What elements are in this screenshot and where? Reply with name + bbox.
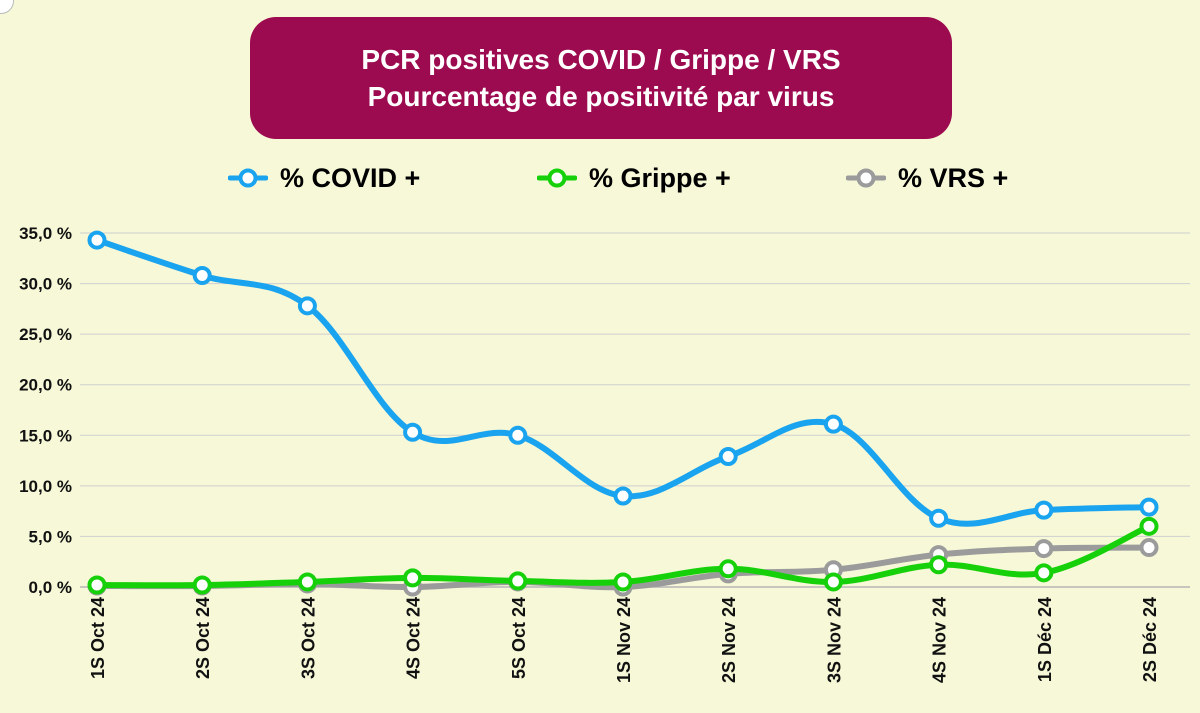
x-tick-label: 4S Nov 24 [930, 597, 950, 683]
y-tick-label: 10,0 % [19, 477, 72, 496]
y-tick-label: 35,0 % [19, 224, 72, 243]
y-tick-label: 30,0 % [19, 275, 72, 294]
data-point-grippe [823, 572, 843, 592]
x-tick-label: 5S Oct 24 [509, 597, 529, 679]
data-point-grippe [87, 575, 107, 595]
data-point-grippe [929, 555, 949, 575]
data-point-covid [613, 486, 633, 506]
data-point-covid [192, 265, 212, 285]
legend-label-vrs: % VRS + [898, 162, 1009, 193]
x-tick-label: 3S Nov 24 [824, 597, 844, 683]
chart-title-line2: Pourcentage de positivité par virus [367, 81, 835, 112]
data-point-covid [929, 508, 949, 528]
data-point-covid [1034, 500, 1054, 520]
data-point-grippe [1139, 516, 1159, 536]
y-tick-label: 5,0 % [29, 527, 72, 546]
chart-legend: % COVID + % Grippe + % VRS + [0, 158, 1200, 198]
data-point-covid [508, 425, 528, 445]
data-point-vrs [1139, 538, 1159, 558]
y-tick-label: 15,0 % [19, 426, 72, 445]
data-point-grippe [613, 572, 633, 592]
legend-item-grippe: % Grippe + [537, 158, 731, 198]
legend-item-vrs: % VRS + [846, 158, 1008, 198]
data-point-covid [87, 230, 107, 250]
x-tick-label: 1S Oct 24 [88, 597, 108, 679]
legend-item-covid: % COVID + [228, 158, 420, 198]
data-point-grippe [403, 568, 423, 588]
y-tick-label: 25,0 % [19, 325, 72, 344]
data-point-vrs [1034, 539, 1054, 559]
x-tick-label: 3S Oct 24 [298, 597, 318, 679]
x-tick-label: 1S Déc 24 [1035, 597, 1055, 682]
data-point-grippe [1034, 563, 1054, 583]
data-point-covid [718, 447, 738, 467]
y-tick-label: 20,0 % [19, 376, 72, 395]
legend-label-covid: % COVID + [280, 162, 421, 193]
data-point-covid [297, 296, 317, 316]
legend-label-grippe: % Grippe + [589, 162, 731, 193]
chart-title-box: PCR positives COVID / Grippe / VRS Pourc… [250, 17, 952, 139]
data-point-grippe [297, 572, 317, 592]
data-point-covid [1139, 497, 1159, 517]
x-tick-label: 2S Déc 24 [1140, 597, 1160, 682]
x-tick-label: 4S Oct 24 [404, 597, 424, 679]
x-tick-label: 2S Nov 24 [719, 597, 739, 683]
x-tick-label: 2S Oct 24 [193, 597, 213, 679]
data-point-covid [823, 414, 843, 434]
data-point-grippe [718, 559, 738, 579]
legend-dot-grippe [547, 168, 567, 188]
legend-dot-vrs [856, 168, 876, 188]
data-point-covid [403, 422, 423, 442]
legend-marker-vrs-icon [846, 168, 886, 188]
x-tick-label: 1S Nov 24 [614, 597, 634, 683]
chart-title-line1: PCR positives COVID / Grippe / VRS [361, 44, 841, 75]
data-point-grippe [508, 571, 528, 591]
series-line-covid [94, 237, 1152, 527]
data-point-grippe [192, 575, 212, 595]
legend-dot-covid [238, 168, 258, 188]
legend-marker-grippe-icon [537, 168, 577, 188]
y-tick-label: 0,0 % [29, 578, 72, 597]
legend-marker-covid-icon [228, 168, 268, 188]
